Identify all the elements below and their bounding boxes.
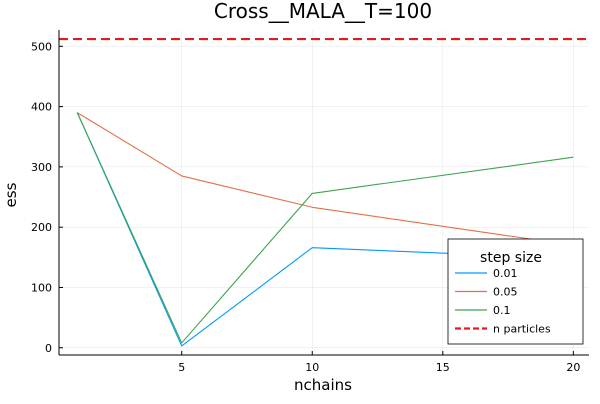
x-tick-label: 20 (566, 361, 580, 374)
x-axis-label: nchains (294, 376, 352, 394)
legend-label: 0.05 (493, 286, 518, 299)
x-tick-label: 5 (178, 361, 185, 374)
axes (58, 30, 589, 356)
y-tick-label: 0 (45, 342, 52, 355)
legend-label: 0.1 (493, 304, 511, 317)
legend-label: n particles (493, 323, 551, 336)
legend-title: step size (480, 250, 542, 266)
y-tick-label: 400 (31, 101, 52, 114)
y-axis-label: ess (2, 182, 20, 207)
legend-label: 0.01 (493, 267, 518, 280)
y-tick-label: 500 (31, 40, 52, 53)
legend-items: 0.01 0.05 0.1 n particles (455, 267, 551, 336)
series-line-0.05 (76, 112, 574, 246)
x-tick-label: 10 (305, 361, 319, 374)
y-tick-label: 300 (31, 161, 52, 174)
series-line-0.1 (76, 112, 574, 344)
series-line-0.01 (76, 112, 574, 347)
y-tick-label: 100 (31, 281, 52, 294)
series-layer (76, 112, 574, 347)
grid-lines (59, 30, 589, 355)
y-tick-label: 200 (31, 221, 52, 234)
legend: step size 0.01 0.05 0.1 n particles (447, 238, 584, 345)
x-tick-label: 15 (436, 361, 450, 374)
chart-title: Cross__MALA__T=100 (214, 0, 432, 23)
